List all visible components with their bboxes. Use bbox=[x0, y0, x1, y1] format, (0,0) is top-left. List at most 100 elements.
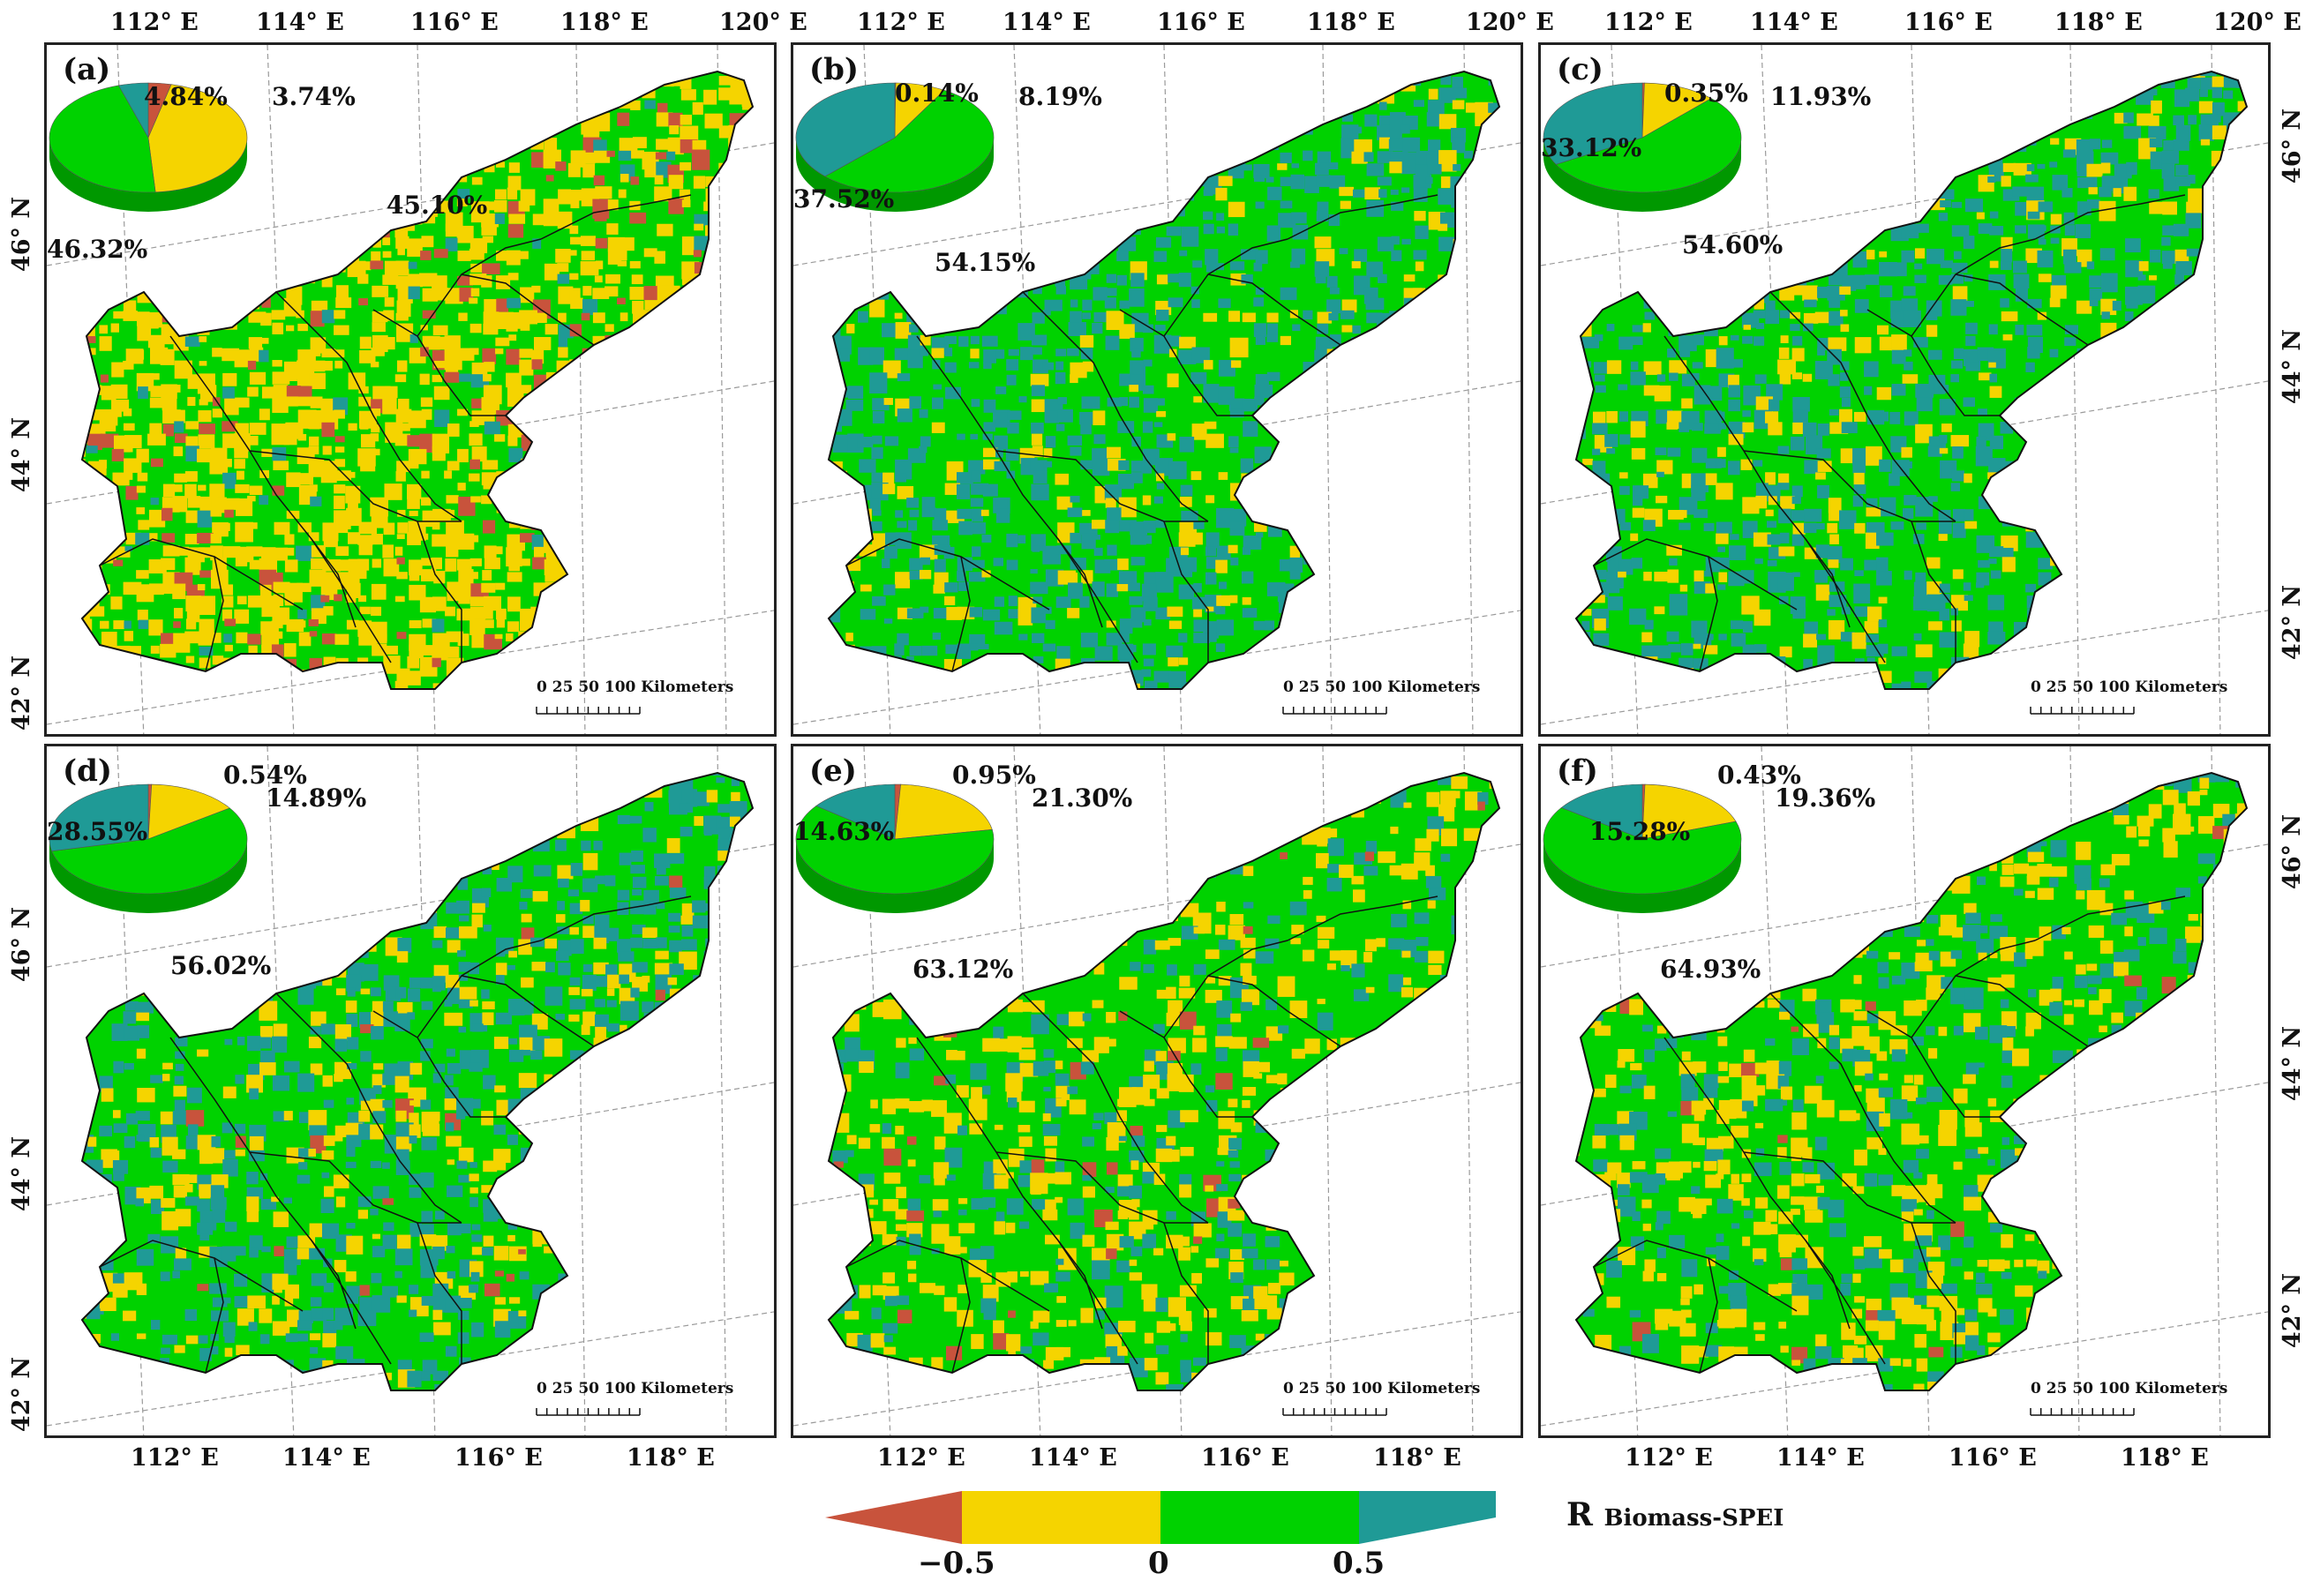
pie-slice bbox=[1555, 98, 1742, 193]
pie-label-red: 0.54% bbox=[223, 761, 307, 790]
pie-chart bbox=[49, 783, 248, 913]
pie-label-yellow: 11.93% bbox=[1770, 82, 1872, 111]
colorbar-tick-neg05: −0.5 bbox=[918, 1546, 995, 1581]
pie-chart bbox=[1543, 783, 1742, 913]
pie-label-red: 0.35% bbox=[1664, 79, 1748, 108]
top-lon-tick: 120° E bbox=[2213, 9, 2302, 36]
pie-chart bbox=[795, 82, 995, 212]
pie-slice bbox=[815, 783, 896, 840]
bottom-lon-tick: 114° E bbox=[1776, 1444, 1865, 1472]
pie-label-teal: 15.28% bbox=[1589, 817, 1691, 846]
bottom-lon-tick: 116° E bbox=[1201, 1444, 1289, 1472]
top-lon-tick: 114° E bbox=[256, 9, 344, 36]
pie-label-yellow: 21.30% bbox=[1032, 783, 1133, 813]
scale-bar bbox=[1282, 1408, 1387, 1416]
admin-boundaries bbox=[1593, 895, 2186, 1374]
lat-tick-left: 42° N bbox=[8, 1356, 36, 1433]
top-lon-tick: 118° E bbox=[2054, 9, 2143, 36]
pie-slice bbox=[824, 89, 995, 193]
map-panel-f: 0 25 50 100 Kilometers (f) 0.43% 19.36% 64.9… bbox=[1538, 744, 2271, 1438]
top-lon-tick: 120° E bbox=[719, 9, 807, 36]
map-canvas bbox=[47, 746, 774, 1435]
scale-bar bbox=[1282, 707, 1387, 715]
panel-label: (c) bbox=[1557, 52, 1603, 87]
map-panel-c: 0 25 50 100 Kilometers (c) 0.35% 11.93% 54.6… bbox=[1538, 42, 2271, 737]
scale-bar-label: 0 25 50 100 Kilometers bbox=[1283, 678, 1481, 696]
admin-boundaries bbox=[99, 194, 692, 672]
lat-tick-right: 46° N bbox=[2279, 813, 2307, 890]
pie-slice bbox=[1641, 82, 1712, 139]
scale-bar-label: 0 25 50 100 Kilometers bbox=[537, 678, 734, 696]
scale-bar bbox=[2030, 1408, 2135, 1416]
pie-label-red: 0.14% bbox=[895, 79, 979, 108]
map-panel-b: 0 25 50 100 Kilometers (b) 0.14% 8.19% 54.15… bbox=[791, 42, 1523, 737]
pie-chart bbox=[49, 82, 248, 212]
scale-bar-label: 0 25 50 100 Kilometers bbox=[1283, 1380, 1481, 1397]
top-lon-tick: 114° E bbox=[1003, 9, 1091, 36]
pie-label-teal: 37.52% bbox=[793, 184, 895, 214]
pie-slice bbox=[1560, 783, 1643, 840]
top-lon-tick: 120° E bbox=[1466, 9, 1554, 36]
panel-label: (e) bbox=[809, 753, 857, 789]
top-lon-tick: 114° E bbox=[1750, 9, 1838, 36]
pie-label-teal: 28.55% bbox=[47, 817, 148, 846]
pie-label-green: 54.60% bbox=[1682, 230, 1784, 259]
map-canvas bbox=[47, 45, 774, 734]
pie-slice bbox=[49, 783, 149, 852]
panel-label: (f) bbox=[1557, 753, 1598, 789]
admin-boundaries bbox=[1593, 194, 2186, 672]
top-lon-tick: 112° E bbox=[110, 9, 199, 36]
pie-label-yellow: 8.19% bbox=[1018, 82, 1102, 111]
pie-slice bbox=[1543, 807, 1742, 895]
pie-label-red: 0.43% bbox=[1717, 761, 1801, 790]
bottom-lon-tick: 116° E bbox=[1949, 1444, 2037, 1472]
pie-label-yellow: 45.10% bbox=[387, 191, 488, 220]
scale-bar-label: 0 25 50 100 Kilometers bbox=[537, 1380, 734, 1397]
top-lon-tick: 116° E bbox=[1904, 9, 1993, 36]
scale-bar bbox=[2030, 707, 2135, 715]
lat-tick-right: 44° N bbox=[2279, 328, 2307, 405]
pie-label-green: 63.12% bbox=[912, 955, 1014, 984]
pie-slice bbox=[49, 85, 156, 193]
pie-label-red: 0.95% bbox=[952, 761, 1036, 790]
pie-slice bbox=[795, 82, 896, 177]
panel-label: (d) bbox=[63, 753, 112, 789]
lat-tick-left: 46° N bbox=[8, 196, 36, 273]
pie-label-green: 46.32% bbox=[47, 235, 148, 264]
lat-tick-right: 42° N bbox=[2279, 584, 2307, 661]
pie-label-yellow: 14.89% bbox=[266, 783, 367, 813]
pie-chart bbox=[795, 783, 995, 913]
lat-tick-left: 42° N bbox=[8, 655, 36, 731]
bottom-lon-tick: 112° E bbox=[877, 1444, 965, 1472]
colorbar-swatch-low bbox=[825, 1491, 962, 1544]
map-canvas bbox=[1541, 746, 2268, 1435]
colorbar-swatch-high bbox=[1359, 1491, 1496, 1544]
lat-tick-right: 42° N bbox=[2279, 1272, 2307, 1349]
colorbar-swatch-positive bbox=[1160, 1491, 1359, 1544]
scale-bar-label: 0 25 50 100 Kilometers bbox=[2031, 678, 2228, 696]
bottom-lon-tick: 112° E bbox=[131, 1444, 219, 1472]
colorbar-title: R Biomass-SPEI bbox=[1566, 1496, 1784, 1533]
pie-label-green: 56.02% bbox=[170, 951, 272, 980]
pie-label-teal: 4.84% bbox=[144, 82, 228, 111]
map-panel-d: 0 25 50 100 Kilometers (d) 0.54% 14.89% 56.0… bbox=[44, 744, 777, 1438]
admin-boundaries bbox=[845, 194, 1438, 672]
pie-label-teal: 33.12% bbox=[1541, 133, 1642, 162]
map-panel-e: 0 25 50 100 Kilometers (e) 0.95% 21.30% 63.1… bbox=[791, 744, 1523, 1438]
panel-label: (b) bbox=[809, 52, 859, 87]
lat-tick-right: 46° N bbox=[2279, 108, 2307, 184]
bottom-lon-tick: 114° E bbox=[1029, 1444, 1117, 1472]
pie-label-green: 54.15% bbox=[935, 248, 1036, 277]
pie-slice bbox=[795, 805, 995, 895]
lat-tick-left: 44° N bbox=[8, 416, 36, 493]
pie-slice bbox=[1543, 82, 1643, 165]
pie-slice bbox=[147, 84, 248, 193]
colorbar-swatch-negative bbox=[962, 1491, 1160, 1544]
bottom-lon-tick: 118° E bbox=[1373, 1444, 1461, 1472]
top-lon-tick: 112° E bbox=[1604, 9, 1693, 36]
top-lon-tick: 112° E bbox=[857, 9, 945, 36]
admin-boundaries bbox=[845, 895, 1438, 1374]
pie-label-teal: 14.63% bbox=[793, 817, 895, 846]
map-canvas bbox=[793, 45, 1521, 734]
bottom-lon-tick: 112° E bbox=[1625, 1444, 1713, 1472]
